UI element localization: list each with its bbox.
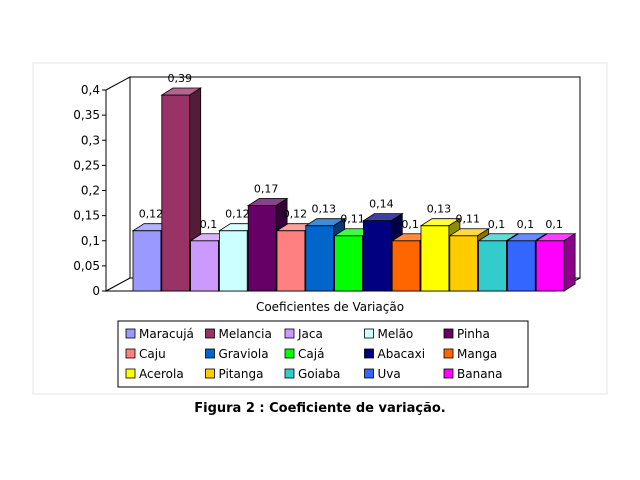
legend-label-4: Pinha xyxy=(457,327,490,341)
legend-label-2: Jaca xyxy=(297,327,323,341)
legend-swatch-3 xyxy=(364,328,374,339)
legend-label-14: Banana xyxy=(457,367,503,381)
data-label-4: 0,17 xyxy=(254,183,279,196)
y-tick-label: 0,05 xyxy=(73,259,100,273)
legend-swatch-4 xyxy=(443,328,454,339)
bar-6 xyxy=(305,225,335,292)
data-label-11: 0,11 xyxy=(456,213,481,226)
bar-7 xyxy=(334,235,363,292)
data-label-0: 0,12 xyxy=(139,208,164,221)
legend-label-11: Pitanga xyxy=(219,367,264,381)
legend-swatch-9 xyxy=(443,348,454,359)
legend-swatch-1 xyxy=(205,328,215,339)
y-tick-label: 0,25 xyxy=(73,158,100,172)
legend-box xyxy=(117,320,529,388)
data-label-7: 0,11 xyxy=(340,213,365,226)
legend-label-9: Manga xyxy=(457,347,497,361)
bar-12 xyxy=(478,240,507,292)
legend-label-13: Uva xyxy=(378,367,401,381)
y-tick-label: 0,35 xyxy=(73,108,100,122)
legend-label-3: Melão xyxy=(378,327,414,341)
data-label-12: 0,1 xyxy=(488,218,506,231)
data-label-2: 0,1 xyxy=(200,218,218,231)
y-tick-label: 0,15 xyxy=(73,209,100,223)
legend-swatch-14 xyxy=(443,368,454,379)
data-label-3: 0,12 xyxy=(225,208,250,221)
data-label-6: 0,13 xyxy=(312,203,337,216)
bar-11 xyxy=(449,235,479,292)
y-tick-label: 0,2 xyxy=(81,184,100,198)
bar-9 xyxy=(391,240,421,292)
bar-13 xyxy=(506,240,536,292)
legend-swatch-7 xyxy=(284,348,295,359)
legend-swatch-5 xyxy=(125,348,136,359)
data-label-1: 0,39 xyxy=(168,72,193,85)
legend-label-8: Abacaxi xyxy=(378,347,426,361)
y-tick-label: 0,3 xyxy=(81,133,100,147)
bar-5 xyxy=(276,230,306,292)
data-label-5: 0,12 xyxy=(283,208,308,221)
legend-swatch-8 xyxy=(364,348,374,359)
y-tick-label: 0,1 xyxy=(81,234,100,248)
legend-swatch-10 xyxy=(125,368,136,379)
figure-caption: Figura 2 : Coeficiente de variação. xyxy=(194,401,446,416)
bar-side-14 xyxy=(563,233,576,292)
bar-2 xyxy=(190,240,219,292)
legend-label-6: Graviola xyxy=(219,347,269,361)
bar-10 xyxy=(420,225,450,292)
legend-label-12: Goiaba xyxy=(298,367,340,381)
legend-swatch-12 xyxy=(284,368,295,379)
bar-1 xyxy=(161,94,191,292)
bar-14 xyxy=(535,240,565,292)
data-label-14: 0,1 xyxy=(545,218,563,231)
data-label-9: 0,1 xyxy=(401,218,419,231)
bar-0 xyxy=(132,230,162,292)
legend-swatch-2 xyxy=(284,328,295,339)
legend-swatch-6 xyxy=(205,348,215,359)
legend-label-1: Melancia xyxy=(219,327,272,341)
bar-3 xyxy=(218,230,248,292)
legend-label-10: Acerola xyxy=(139,367,184,381)
plot-side-wall xyxy=(105,76,131,292)
legend-label-0: Maracujá xyxy=(139,327,194,341)
legend-label-7: Cajá xyxy=(298,347,324,361)
legend-swatch-0 xyxy=(125,328,136,339)
data-label-13: 0,1 xyxy=(517,218,535,231)
data-label-8: 0,14 xyxy=(369,198,394,211)
legend-swatch-11 xyxy=(205,368,215,379)
legend-swatch-13 xyxy=(364,368,374,379)
data-label-10: 0,13 xyxy=(427,203,452,216)
x-axis-title: Coeficientes de Variação xyxy=(256,300,404,314)
legend-label-5: Caju xyxy=(139,347,166,361)
y-tick-label: 0,4 xyxy=(81,83,100,97)
bar-4 xyxy=(247,205,277,292)
y-tick-label: 0 xyxy=(92,284,100,298)
bar-8 xyxy=(362,220,392,292)
